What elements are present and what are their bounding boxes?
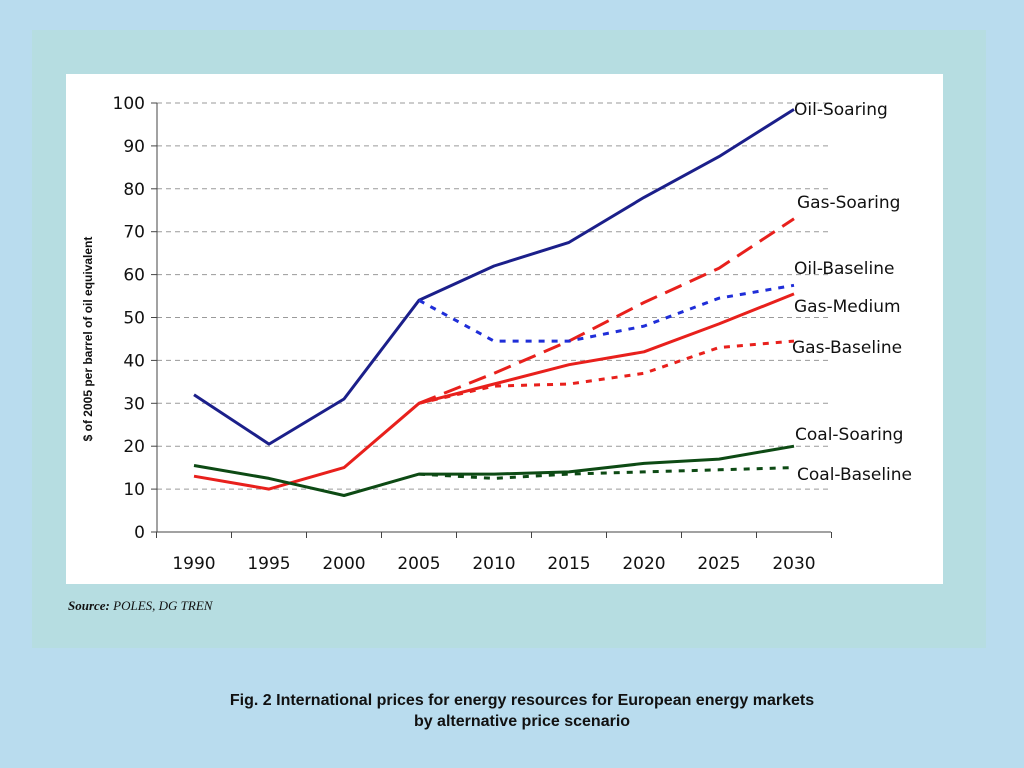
y-tick-label-30: 30 — [123, 394, 145, 414]
series-label-coal-baseline: Coal-Baseline — [797, 465, 912, 485]
y-tick-label-90: 90 — [123, 137, 145, 157]
x-tick-label-2020: 2020 — [622, 554, 665, 574]
y-tick-label-0: 0 — [134, 523, 145, 543]
series-line-gas-medium — [193, 292, 795, 491]
x-tick-label-2010: 2010 — [472, 554, 515, 574]
series-label-gas-medium: Gas-Medium — [794, 297, 901, 317]
y-tick-label-80: 80 — [123, 180, 145, 200]
y-axis-label: $ of 2005 per barrel of oil equivalent — [81, 237, 95, 442]
series-line-coal-baseline — [418, 466, 795, 480]
y-tick-label-60: 60 — [123, 266, 145, 286]
source-label: Source: — [68, 598, 110, 613]
caption-line-1: Fig. 2 International prices for energy r… — [229, 692, 815, 709]
y-tick-label-100: 100 — [113, 94, 145, 114]
x-tick-label-2025: 2025 — [697, 554, 740, 574]
y-tick-label-10: 10 — [123, 480, 145, 500]
x-tick-label-2015: 2015 — [547, 554, 590, 574]
x-tick-label-1990: 1990 — [172, 554, 215, 574]
y-tick-label-70: 70 — [123, 223, 145, 243]
series-line-coal-soaring — [193, 444, 795, 497]
x-tick-label-2000: 2000 — [322, 554, 365, 574]
caption-line-2: by alternative price scenario — [413, 713, 631, 730]
series-line-gas-soaring — [418, 217, 795, 405]
series-label-oil-soaring: Oil-Soaring — [794, 100, 888, 120]
series-line-gas-baseline — [418, 339, 795, 405]
series-line-oil-baseline — [418, 283, 795, 343]
series-label-gas-soaring: Gas-Soaring — [797, 193, 900, 213]
series-label-gas-baseline: Gas-Baseline — [792, 338, 902, 358]
series-lines — [193, 108, 795, 497]
y-tick-label-20: 20 — [123, 437, 145, 457]
grid-lines — [157, 102, 831, 490]
series-label-oil-baseline: Oil-Baseline — [794, 259, 894, 279]
x-tick-label-1995: 1995 — [247, 554, 290, 574]
chart-area: 0 10 20 30 40 50 60 70 80 90 100 1990 1995 2000 2005 20… — [66, 74, 943, 584]
series-label-coal-soaring: Coal-Soaring — [795, 425, 903, 445]
x-tick-label-2005: 2005 — [397, 554, 440, 574]
source-note: Source: POLES, DG TREN — [68, 598, 212, 614]
series-labels: Oil-Soaring Gas-Soaring Oil-Baseline Gas-Me… — [792, 100, 912, 485]
y-tick-label-50: 50 — [123, 309, 145, 329]
figure-caption: Fig. 2 International prices for energy r… — [0, 690, 1024, 732]
y-tick-label-40: 40 — [123, 351, 145, 371]
series-line-oil-soaring — [193, 108, 795, 446]
x-tick-label-2030: 2030 — [772, 554, 815, 574]
source-text: POLES, DG TREN — [113, 598, 213, 613]
